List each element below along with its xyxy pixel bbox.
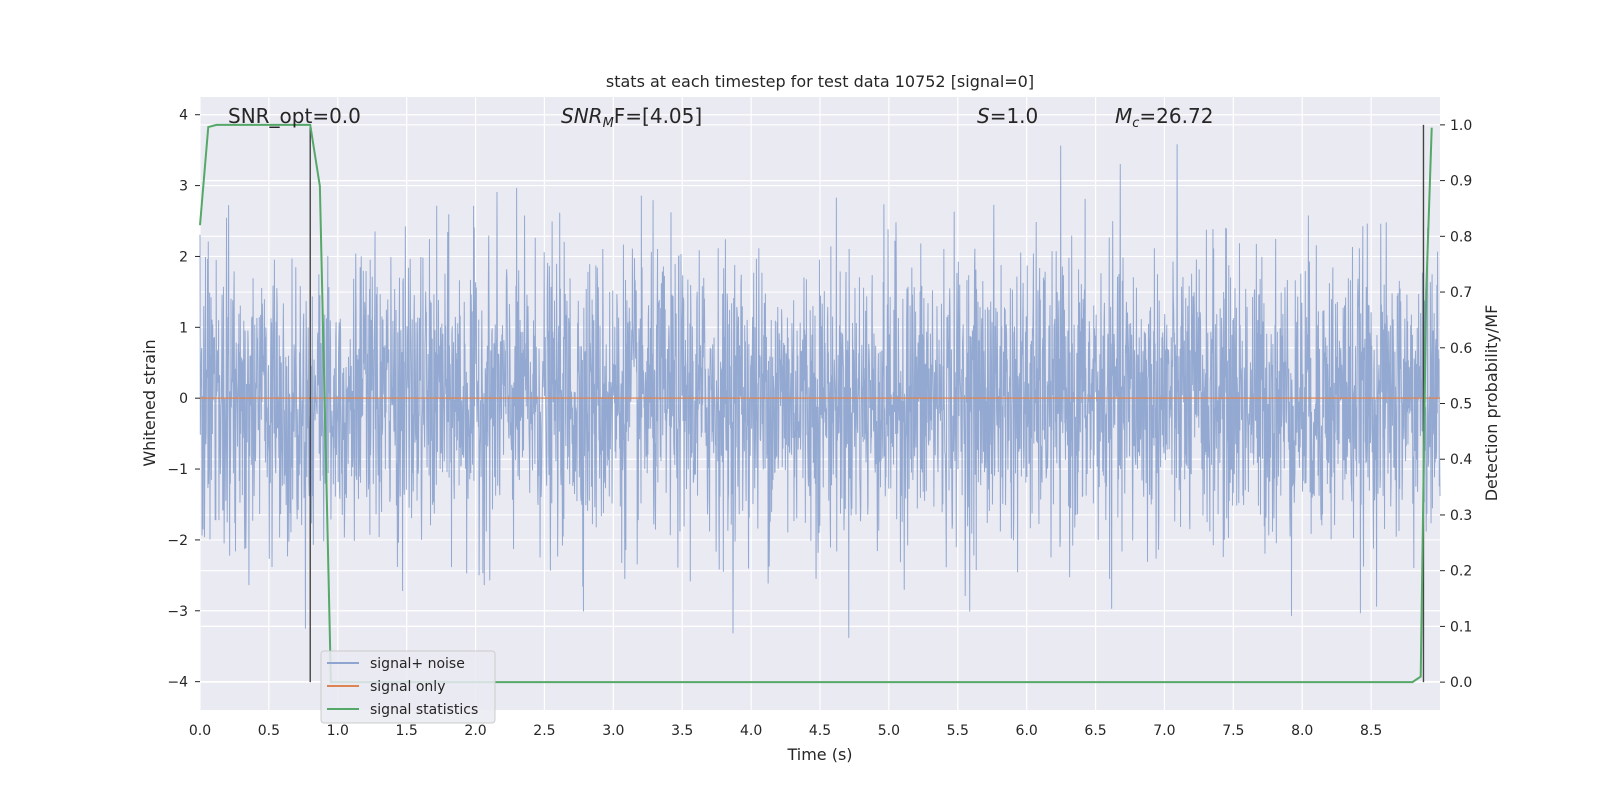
vertical-markers (309, 124, 1425, 683)
x-tick-label: 1.0 (327, 723, 349, 739)
y-left-tick-label: 4 (179, 108, 188, 124)
legend-label-noise: signal+ noise (370, 656, 465, 672)
y-right-tick-label: 0.1 (1450, 619, 1472, 635)
legend-label-signal-only: signal only (370, 679, 445, 695)
y-right-tick-label: 0.6 (1450, 341, 1472, 357)
y-right-tick-label: 0.5 (1450, 397, 1472, 413)
y-right-tick-label: 1.0 (1450, 118, 1472, 134)
y-left-tick-label: 1 (179, 320, 188, 336)
x-tick-label: 3.5 (671, 723, 693, 739)
x-tick-label: 7.0 (1153, 723, 1175, 739)
x-tick-label: 4.0 (740, 723, 762, 739)
y-axis-right-label: Detection probability/MF (1482, 305, 1501, 502)
y-right-tick-label: 0.3 (1450, 508, 1472, 524)
snr-mf-prefix: SNR (561, 104, 603, 128)
s-var: S (977, 104, 990, 128)
y-right-tick-label: 0.8 (1450, 229, 1472, 245)
legend: signal+ noise signal only signal statist… (320, 650, 496, 724)
y-left-tick-label: 3 (179, 179, 188, 195)
x-tick-label: 4.5 (809, 723, 831, 739)
y-left-tick-label: 2 (179, 249, 188, 265)
x-axis-label: Time (s) (786, 745, 852, 764)
x-tick-label: 2.0 (464, 723, 486, 739)
s-value: =1.0 (990, 104, 1039, 128)
annotation-snr-mf: SNRMF=[4.05] (561, 104, 702, 131)
x-tick-label: 7.5 (1222, 723, 1244, 739)
mc-var: M (1115, 104, 1132, 128)
x-tick-label: 6.0 (1016, 723, 1038, 739)
y-left-tick-label: −4 (167, 675, 188, 691)
x-tick-label: 5.0 (878, 723, 900, 739)
x-tick-label: 2.5 (533, 723, 555, 739)
noise-series (199, 144, 1441, 638)
annotation-snr-opt: SNR_opt=0.0 (228, 104, 361, 128)
y-left-tick-label: −2 (167, 533, 188, 549)
annotation-mc: Mc=26.72 (1115, 104, 1213, 131)
y-right-tick-label: 0.2 (1450, 564, 1472, 580)
x-tick-label: 0.5 (258, 723, 280, 739)
x-axis-ticks: 0.0 0.5 1.0 1.5 2.0 2.5 3.0 3.5 4.0 4.5 5.0 5.5 6.0 6… (189, 723, 1382, 739)
x-tick-label: 1.5 (396, 723, 418, 739)
x-tick-label: 8.5 (1360, 723, 1382, 739)
y-right-tick-label: 0.9 (1450, 174, 1472, 190)
y-left-tick-label: 0 (179, 391, 188, 407)
snr-mf-rest: F=[4.05] (614, 104, 702, 128)
mc-sub: c (1132, 116, 1139, 131)
y-right-tick-label: 0.0 (1450, 675, 1472, 691)
y-right-tick-label: 0.7 (1450, 285, 1472, 301)
y-left-tick-label: −3 (167, 604, 188, 620)
noise-line (199, 144, 1441, 638)
mc-value: =26.72 (1139, 104, 1213, 128)
x-tick-label: 0.0 (189, 723, 211, 739)
signal-statistics-series (199, 123, 1433, 684)
x-tick-label: 8.0 (1291, 723, 1313, 739)
x-tick-label: 5.5 (947, 723, 969, 739)
y-axis-right-ticks: 1.0 0.9 0.8 0.7 0.6 0.5 0.4 0.3 0.2 0.1 0.0 (1440, 118, 1472, 691)
y-axis-left-label: Whitened strain (140, 339, 159, 466)
annotation-s: S=1.0 (977, 104, 1038, 128)
legend-box (320, 650, 496, 724)
y-left-tick-label: −1 (167, 462, 188, 478)
statistics-line (199, 123, 1433, 684)
chart-title: stats at each timestep for test data 107… (606, 72, 1034, 91)
y-right-tick-label: 0.4 (1450, 452, 1472, 468)
y-axis-left-ticks: 4 3 2 1 0 −1 −2 −3 −4 (167, 108, 200, 691)
x-tick-label: 3.0 (602, 723, 624, 739)
snr-mf-sub: M (603, 116, 614, 131)
legend-label-statistics: signal statistics (370, 702, 478, 718)
x-tick-label: 6.5 (1084, 723, 1106, 739)
